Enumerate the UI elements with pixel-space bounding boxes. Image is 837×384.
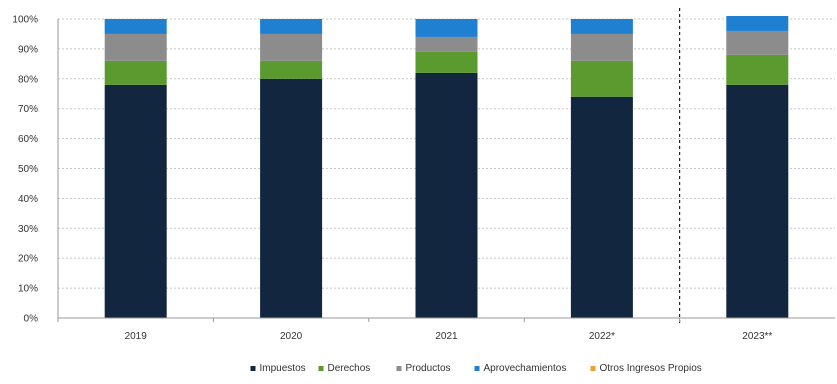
x-tick-label: 2019 [125,331,148,342]
bar-segment [260,19,323,34]
x-tick-label: 2020 [280,331,303,342]
bar-segment [104,19,167,34]
legend-label: Impuestos [260,363,306,374]
legend-swatch [396,366,402,371]
legend-label: Otros Ingresos Propios [600,363,702,374]
bar-segment [104,33,167,61]
bar-segment [260,33,323,61]
bar-segment [415,51,478,73]
x-tick-label: 2023** [742,331,772,342]
bar-segment [415,72,478,318]
bar-segment [726,30,789,55]
legend-swatch [474,366,480,371]
bar-segment [570,96,633,319]
legend: Impuestos Derechos Productos Aprovechamient… [250,363,702,374]
bar-segment [104,84,167,318]
x-tick-label: 2022* [589,331,615,342]
y-tick-label: 0% [24,314,39,325]
bar-segment [415,19,478,37]
bar-segment [726,16,789,31]
bar-segment [570,60,633,97]
y-tick-label: 100% [12,15,38,26]
y-tick-label: 20% [18,254,38,265]
y-tick-label: 80% [18,74,38,85]
legend-swatch [318,366,324,371]
bar-segment [260,60,323,79]
legend-swatch [590,366,596,371]
y-tick-label: 50% [18,164,38,175]
bar-segment [260,78,323,318]
legend-swatch [250,366,256,371]
y-tick-label: 70% [18,104,38,115]
bar-segment [104,60,167,85]
legend-label: Aprovechamientos [484,363,567,374]
bar-segment [570,33,633,61]
bar-segment [570,19,633,34]
legend-label: Derechos [328,363,371,374]
y-axis: 0% 10% 20% 30% 40% 50% 60% 70% 80% 90% 100% [12,15,59,325]
x-tick-label: 2021 [435,331,458,342]
y-tick-label: 40% [18,194,38,205]
y-tick-label: 10% [18,284,38,295]
bars [104,8,789,326]
bar-segment [726,84,789,318]
bar-segment [415,36,478,52]
x-axis: 2019 2020 2021 2022* 2023** [57,317,835,342]
y-tick-label: 60% [18,134,38,145]
legend-label: Productos [406,363,451,374]
y-tick-label: 90% [18,44,38,55]
bar-segment [726,54,789,85]
y-tick-label: 30% [18,224,38,235]
